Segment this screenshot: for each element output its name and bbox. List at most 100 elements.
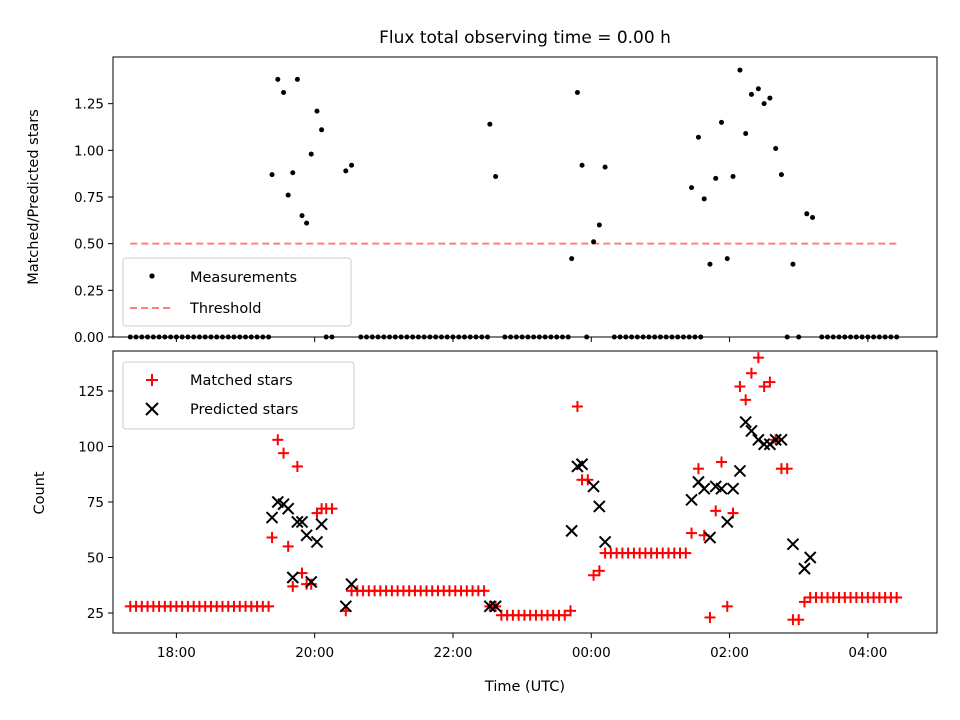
matched-star-point — [272, 434, 284, 446]
measurement-point — [689, 185, 695, 191]
bottom-axis-ticks: 18:00 20:00 22:00 00:00 02:00 04:00 25 50 75 100 1… — [78, 384, 887, 661]
measurement-point — [139, 334, 145, 340]
predicted-star-point — [715, 482, 728, 495]
measurement-point — [718, 119, 724, 125]
measurement-point — [444, 334, 450, 340]
matched-star-point — [704, 611, 716, 623]
bottom-legend: Matched stars Predicted stars — [122, 361, 355, 430]
measurement-point — [427, 334, 433, 340]
predicted-legend-marker — [145, 402, 159, 416]
predicted-star-point — [305, 575, 318, 589]
measurement-point — [285, 192, 291, 198]
measurement-point — [629, 334, 635, 340]
y-tick-label: 1.00 — [74, 143, 104, 159]
y-tick-label: 0.50 — [74, 237, 104, 253]
measurement-point — [842, 334, 848, 340]
measurement-point — [225, 334, 231, 340]
measurement-point — [299, 213, 305, 219]
measurement-point — [467, 334, 473, 340]
measurements-legend-marker — [149, 273, 155, 279]
top-axis-ticks: 0.00 0.25 0.50 0.75 1.00 1.25 — [74, 97, 869, 346]
matched-star-point — [326, 503, 338, 515]
predicted-star-point — [310, 535, 324, 549]
matched-star-point — [278, 447, 290, 459]
measurement-point — [179, 334, 185, 340]
measurement-point — [168, 334, 174, 340]
measurement-point — [743, 131, 749, 137]
x-tick-label: 02:00 — [710, 645, 749, 661]
predicted-star-point — [598, 535, 612, 549]
measurement-point — [145, 334, 151, 340]
predicted-star-point — [697, 482, 711, 495]
measurement-point — [707, 261, 713, 267]
matched-star-point — [758, 381, 770, 393]
matched-star-point — [715, 456, 727, 468]
top-legend-box — [122, 257, 352, 327]
measurement-point — [623, 334, 629, 340]
measurement-point — [882, 334, 888, 340]
bottom-panel: 18:00 20:00 22:00 00:00 02:00 04:00 25 50 75 100 1… — [32, 350, 938, 695]
y-tick-label: 25 — [87, 606, 104, 622]
predicted-star-point — [733, 464, 747, 478]
measurement-point — [830, 334, 836, 340]
measurement-point — [487, 121, 493, 127]
measurement-point — [675, 334, 681, 340]
predicted-star-point — [745, 424, 758, 438]
measurement-point — [810, 215, 816, 221]
measurement-point — [173, 334, 179, 340]
x-tick-label: 20:00 — [295, 645, 334, 661]
measurement-point — [611, 334, 617, 340]
measurement-point — [304, 220, 310, 226]
measurement-point — [767, 95, 773, 101]
measurement-point — [565, 334, 571, 340]
measurement-point — [319, 127, 325, 133]
measurement-point — [531, 334, 537, 340]
measurement-point — [695, 134, 701, 140]
measurement-point — [773, 145, 779, 151]
measurement-point — [536, 334, 542, 340]
x-tick-label: 00:00 — [572, 645, 611, 661]
y-tick-label: 0.00 — [74, 330, 104, 346]
predicted-star-point — [286, 571, 299, 584]
measurement-point — [438, 334, 444, 340]
predicted-star-point — [786, 537, 800, 551]
predicted-star-point — [775, 433, 788, 447]
top-legend: Measurements Threshold — [122, 257, 352, 327]
matched-star-point — [559, 609, 571, 621]
matched-star-point — [710, 505, 722, 517]
measurement-point — [634, 334, 640, 340]
measurement-point — [375, 334, 381, 340]
measurement-point — [819, 334, 825, 340]
predicted-star-point — [565, 524, 578, 538]
predicted-star-point — [291, 515, 304, 529]
measurement-point — [894, 334, 900, 340]
measurement-point — [410, 334, 416, 340]
measurement-point — [219, 334, 225, 340]
measurement-point — [584, 334, 590, 340]
measurement-point — [554, 334, 560, 340]
predicted-star-point — [726, 482, 740, 495]
y-tick-label: 125 — [78, 384, 104, 400]
measurement-point — [127, 334, 133, 340]
predicted-star-point — [575, 458, 589, 471]
measurement-point — [202, 334, 208, 340]
measurement-point — [290, 170, 296, 176]
matched-star-point — [266, 532, 278, 544]
measurement-point — [686, 334, 692, 340]
matched-star-point — [752, 352, 764, 364]
measurement-point — [387, 334, 393, 340]
measurement-point — [461, 334, 467, 340]
measurement-point — [191, 334, 197, 340]
measurement-point — [574, 89, 580, 95]
matched-star-point — [478, 585, 490, 597]
measurement-point — [737, 67, 743, 73]
matched-star-point — [793, 614, 805, 626]
measurement-point — [713, 175, 719, 181]
measurement-point — [196, 334, 202, 340]
predicted-star-point — [798, 562, 811, 575]
x-tick-label: 22:00 — [434, 645, 473, 661]
measurement-point — [617, 334, 623, 340]
measurement-point — [663, 334, 669, 340]
measurement-point — [392, 334, 398, 340]
